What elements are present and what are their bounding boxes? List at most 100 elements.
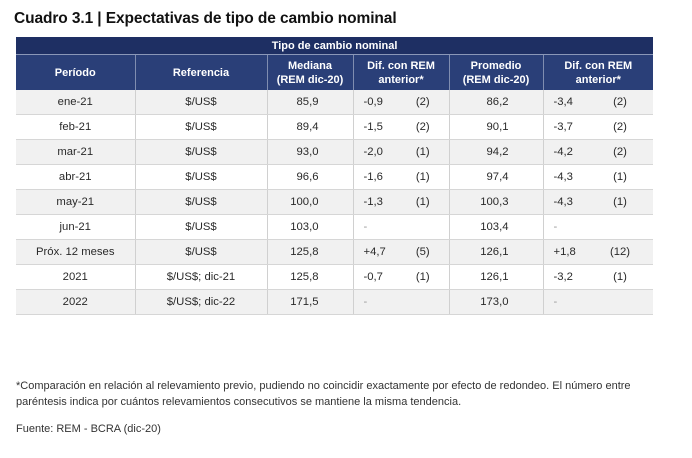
footnote: *Comparación en relación al relevamiento…: [16, 380, 631, 408]
col-header-referencia: Referencia: [134, 54, 267, 90]
col-header-promedio-line2: (REM dic-20): [462, 73, 530, 86]
cell-referencia: $/US$: [134, 114, 267, 140]
cell-count-promedio: (1): [595, 164, 654, 190]
cell-count-mediana: (2): [405, 90, 449, 115]
cell-periodo: may-21: [16, 189, 135, 215]
col-header-mediana-line2: (REM dic-20): [276, 73, 344, 86]
col-header-dif-mediana-line2: anterior*: [378, 73, 424, 86]
cell-dif-promedio: -3,2: [542, 264, 595, 290]
cell-promedio: 94,2: [448, 139, 543, 165]
cell-promedio: 173,0: [448, 289, 543, 315]
table-row: 2021 $/US$; dic-21 125,8 -0,7 (1) 126,1 …: [16, 264, 654, 290]
cell-dif-mediana: -1,6: [352, 164, 405, 190]
cell-mediana: 103,0: [266, 214, 353, 240]
col-header-mediana-line1: Mediana: [287, 59, 332, 72]
cell-referencia: $/US$; dic-21: [134, 264, 267, 290]
table-row: mar-21 $/US$ 93,0 -2,0 (1) 94,2 -4,2 (2): [16, 139, 654, 165]
cell-count-mediana: (2): [405, 114, 449, 140]
cell-count-mediana: (1): [405, 164, 449, 190]
cell-dif-mediana: -1,5: [352, 114, 405, 140]
col-header-dif-promedio-line1: Dif. con REM: [564, 59, 633, 72]
cell-dif-promedio: -3,7: [542, 114, 595, 140]
table-row: may-21 $/US$ 100,0 -1,3 (1) 100,3 -4,3 (…: [16, 189, 654, 215]
cell-count-mediana: (5): [405, 239, 449, 265]
cell-count-promedio: (2): [595, 139, 654, 165]
cell-periodo: mar-21: [16, 139, 135, 165]
cell-periodo: abr-21: [16, 164, 135, 190]
cell-referencia: $/US$: [134, 90, 267, 115]
cell-count-promedio: [595, 289, 654, 315]
cell-count-promedio: (2): [595, 90, 654, 115]
cell-referencia: $/US$: [134, 239, 267, 265]
cell-dif-mediana: +4,7: [352, 239, 405, 265]
cell-promedio: 126,1: [448, 239, 543, 265]
cell-dif-promedio: -: [542, 289, 595, 315]
cell-count-promedio: [595, 214, 654, 240]
cell-dif-promedio: +1,8: [542, 239, 595, 265]
cell-mediana: 171,5: [266, 289, 353, 315]
cell-mediana: 125,8: [266, 264, 353, 290]
table-title: Cuadro 3.1 | Expectativas de tipo de cam…: [14, 10, 397, 27]
cell-dif-mediana: -2,0: [352, 139, 405, 165]
cell-mediana: 89,4: [266, 114, 353, 140]
table-row: jun-21 $/US$ 103,0 - 103,4 -: [16, 214, 654, 240]
cell-count-mediana: (1): [405, 139, 449, 165]
cell-count-mediana: (1): [405, 264, 449, 290]
table-row: 2022 $/US$; dic-22 171,5 - 173,0 -: [16, 289, 654, 315]
cell-periodo: 2021: [16, 264, 135, 290]
group-header: Tipo de cambio nominal: [16, 37, 654, 55]
cell-periodo: jun-21: [16, 214, 135, 240]
cell-mediana: 96,6: [266, 164, 353, 190]
cell-periodo: ene-21: [16, 90, 135, 115]
cell-promedio: 103,4: [448, 214, 543, 240]
cell-referencia: $/US$: [134, 164, 267, 190]
cell-dif-mediana: -: [352, 289, 405, 315]
col-header-dif-promedio-line2: anterior*: [575, 73, 621, 86]
cell-periodo: Próx. 12 meses: [16, 239, 135, 265]
cell-count-mediana: [405, 289, 449, 315]
cell-promedio: 100,3: [448, 189, 543, 215]
cell-promedio: 97,4: [448, 164, 543, 190]
cell-referencia: $/US$: [134, 214, 267, 240]
col-header-dif-mediana-line1: Dif. con REM: [367, 59, 435, 72]
cell-dif-mediana: -: [352, 214, 405, 240]
col-header-promedio: Promedio (REM dic-20): [448, 54, 543, 90]
cell-dif-mediana: -0,9: [352, 90, 405, 115]
cell-dif-promedio: -4,2: [542, 139, 595, 165]
cell-referencia: $/US$: [134, 189, 267, 215]
cell-mediana: 100,0: [266, 189, 353, 215]
col-header-dif-mediana: Dif. con REM anterior*: [352, 54, 449, 90]
cell-dif-promedio: -3,4: [542, 90, 595, 115]
cell-periodo: 2022: [16, 289, 135, 315]
table-row: abr-21 $/US$ 96,6 -1,6 (1) 97,4 -4,3 (1): [16, 164, 654, 190]
cell-promedio: 126,1: [448, 264, 543, 290]
cell-promedio: 86,2: [448, 90, 543, 115]
cell-count-mediana: (1): [405, 189, 449, 215]
cell-dif-mediana: -1,3: [352, 189, 405, 215]
col-header-mediana: Mediana (REM dic-20): [266, 54, 353, 90]
cell-count-promedio: (1): [595, 264, 654, 290]
cell-dif-promedio: -: [542, 214, 595, 240]
cell-periodo: feb-21: [16, 114, 135, 140]
cell-mediana: 93,0: [266, 139, 353, 165]
cell-count-promedio: (2): [595, 114, 654, 140]
cell-mediana: 85,9: [266, 90, 353, 115]
cell-referencia: $/US$: [134, 139, 267, 165]
col-header-promedio-line1: Promedio: [470, 59, 522, 72]
cell-dif-promedio: -4,3: [542, 164, 595, 190]
table-row: feb-21 $/US$ 89,4 -1,5 (2) 90,1 -3,7 (2): [16, 114, 654, 140]
col-header-dif-promedio: Dif. con REM anterior*: [542, 54, 654, 90]
cell-dif-mediana: -0,7: [352, 264, 405, 290]
cell-dif-promedio: -4,3: [542, 189, 595, 215]
cell-promedio: 90,1: [448, 114, 543, 140]
table-row: ene-21 $/US$ 85,9 -0,9 (2) 86,2 -3,4 (2): [16, 90, 654, 115]
cell-count-promedio: (12): [595, 239, 654, 265]
cell-count-mediana: [405, 214, 449, 240]
cell-referencia: $/US$; dic-22: [134, 289, 267, 315]
exchange-rate-table: Tipo de cambio nominal Período Referenci…: [16, 37, 654, 315]
table-row: Próx. 12 meses $/US$ 125,8 +4,7 (5) 126,…: [16, 239, 654, 265]
cell-mediana: 125,8: [266, 239, 353, 265]
source-note: Fuente: REM - BCRA (dic-20): [16, 423, 161, 435]
col-header-periodo: Período: [16, 54, 135, 90]
cell-count-promedio: (1): [595, 189, 654, 215]
